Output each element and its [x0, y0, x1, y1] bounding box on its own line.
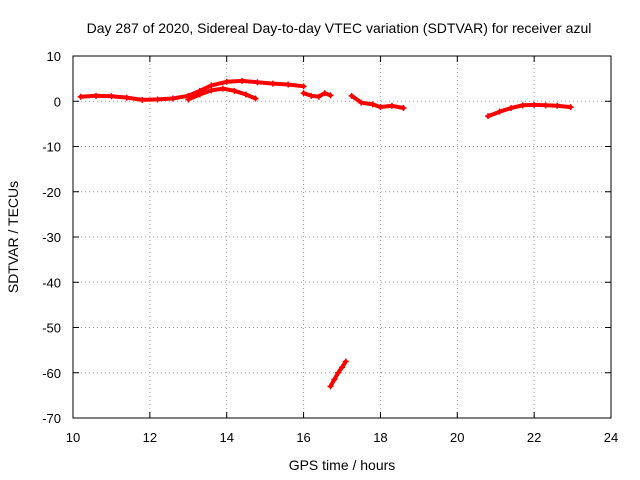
y-tick-label: -50: [42, 321, 61, 336]
x-axis-label: GPS time / hours: [289, 457, 396, 473]
data-point: [358, 99, 365, 106]
data-point: [554, 102, 561, 109]
data-series: [77, 77, 574, 390]
data-point: [254, 79, 261, 86]
x-tick-label: 24: [604, 430, 618, 445]
y-tick-label: -20: [42, 185, 61, 200]
y-axis-label: SDTVAR / TECUs: [5, 181, 21, 293]
data-point: [331, 376, 338, 383]
data-point: [93, 92, 100, 99]
tick-labels: 10 12 14 16 18 20 22 24 10 0 -10 -20 -30 -40 -50 -60 -70: [42, 49, 618, 445]
data-point: [508, 105, 515, 112]
data-point: [219, 85, 226, 92]
chart-title: Day 287 of 2020, Sidereal Day-to-day VTE…: [87, 20, 592, 36]
data-point: [342, 358, 349, 365]
data-point: [496, 108, 503, 115]
data-point: [242, 91, 249, 98]
x-tick-label: 12: [143, 430, 157, 445]
data-point: [377, 104, 384, 111]
data-point: [169, 95, 176, 102]
data-point: [108, 93, 115, 100]
data-point: [269, 80, 276, 87]
data-point: [485, 113, 492, 120]
data-point: [348, 92, 355, 99]
data-point: [327, 383, 334, 390]
data-point: [327, 92, 334, 99]
data-point: [400, 105, 407, 112]
data-point: [196, 91, 203, 98]
x-tick-label: 22: [527, 430, 541, 445]
data-point: [285, 81, 292, 88]
data-point: [519, 102, 526, 109]
ticks: [72, 55, 612, 419]
y-tick-label: -10: [42, 140, 61, 155]
data-point: [339, 364, 345, 371]
data-point: [223, 78, 230, 85]
x-tick-label: 10: [66, 430, 80, 445]
data-point: [239, 77, 246, 84]
data-point: [315, 93, 322, 100]
data-point: [252, 95, 259, 102]
data-point: [542, 102, 549, 109]
data-point: [231, 87, 238, 94]
y-tick-label: 0: [54, 94, 61, 109]
x-tick-label: 20: [450, 430, 464, 445]
data-point: [388, 102, 395, 109]
data-point: [139, 96, 146, 103]
series-segment-6: [486, 102, 573, 119]
data-point: [300, 90, 307, 97]
series-segment-1: [78, 78, 306, 102]
data-point: [300, 83, 307, 90]
data-point: [308, 92, 315, 99]
data-point: [123, 94, 130, 101]
x-tick-label: 14: [219, 430, 233, 445]
data-point: [335, 369, 342, 376]
x-tick-label: 16: [296, 430, 310, 445]
data-point: [567, 104, 574, 111]
data-point: [185, 96, 192, 103]
data-point: [208, 87, 215, 94]
y-tick-label: -60: [42, 366, 61, 381]
data-point: [154, 96, 161, 103]
data-point: [77, 93, 84, 100]
data-point: [531, 101, 538, 108]
grid: [73, 56, 611, 418]
y-tick-label: -70: [42, 411, 61, 426]
x-tick-label: 18: [373, 430, 387, 445]
y-tick-label: -30: [42, 230, 61, 245]
data-point: [321, 90, 328, 97]
data-point: [369, 101, 376, 108]
y-tick-label: 10: [47, 49, 61, 64]
y-tick-label: -40: [42, 275, 61, 290]
